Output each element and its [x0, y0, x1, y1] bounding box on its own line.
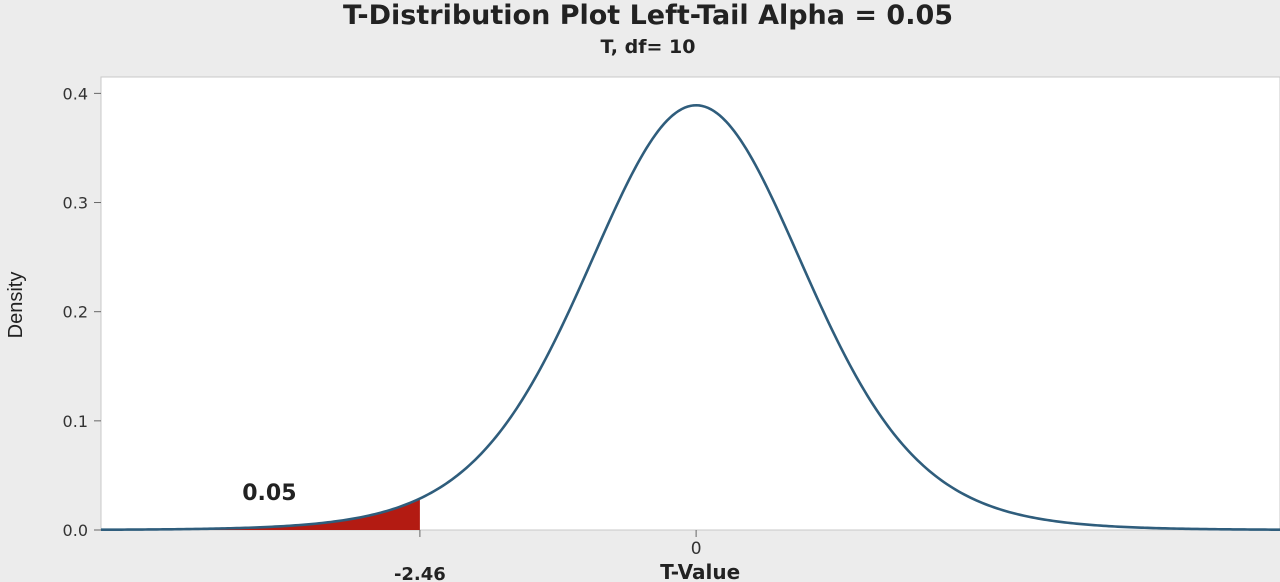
- density-curve: [100, 103, 1280, 532]
- x-axis: 0 -2.46: [394, 530, 702, 582]
- y-tick-label: 0.3: [63, 194, 88, 213]
- plot-area: [100, 76, 1280, 531]
- y-tick-label: 0.0: [63, 521, 88, 540]
- y-tick-label: 0.1: [63, 412, 88, 431]
- chart-subtitle: T, df= 10: [601, 36, 696, 58]
- left-tail-shaded-area: [101, 498, 420, 530]
- y-tick-label: 0.4: [63, 84, 88, 103]
- x-axis-label: T-Value: [660, 560, 740, 582]
- x-tick-label: -2.46: [394, 564, 446, 582]
- y-axis-label: Density: [5, 272, 27, 339]
- y-tick-label: 0.2: [63, 303, 88, 322]
- x-tick-label: 0: [691, 539, 702, 559]
- chart-title: T-Distribution Plot Left-Tail Alpha = 0.…: [343, 0, 953, 31]
- y-axis: 0.0 0.1 0.2 0.3 0.4: [63, 84, 101, 540]
- tail-area-label: 0.05: [242, 481, 296, 506]
